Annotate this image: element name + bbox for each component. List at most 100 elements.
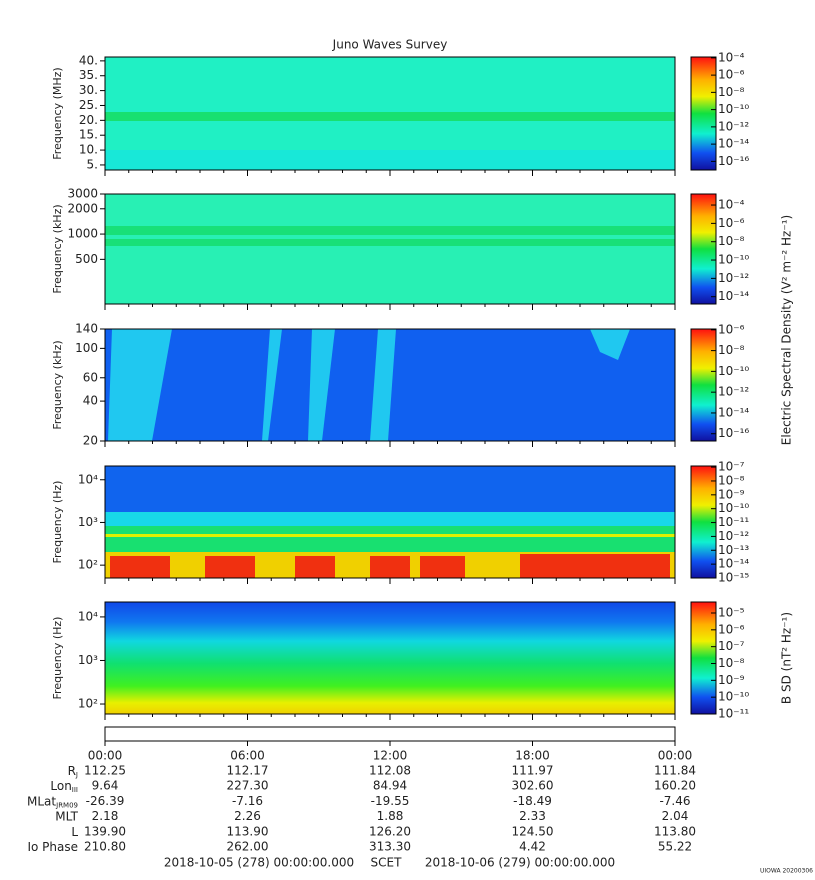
colorbar-tick-label: 10⁻⁶ [718, 216, 745, 230]
colorbar-tick-label: 10⁻¹² [718, 385, 749, 399]
row-value: 112.08 [369, 764, 411, 778]
y-tick-label: 100 [75, 341, 98, 355]
row-label: Io Phase [27, 840, 78, 854]
time-tick-label: 00:00 [88, 749, 123, 763]
row-label: RJ [68, 764, 78, 780]
row-value: -26.39 [86, 794, 125, 808]
row-value: 9.64 [92, 779, 119, 793]
y-axis-label: Frequency (kHz) [51, 340, 64, 429]
colorbar-tick-label: 10⁻¹⁰ [718, 364, 749, 378]
colorbar-tick-label: 10⁻⁸ [718, 85, 745, 99]
colorbar-label: B SD (nT² Hz⁻¹) [780, 612, 794, 704]
streaks [108, 329, 630, 441]
colorbar-tick-label: 10⁻¹⁶ [718, 154, 749, 168]
y-tick-label: 40. [79, 53, 98, 67]
colorbar [690, 56, 717, 171]
colorbar-tick-label: 10⁻¹⁰ [718, 690, 749, 704]
image [105, 112, 675, 121]
y-tick-label: 500 [75, 252, 98, 266]
colorbar-tick-label: 10⁻⁹ [718, 673, 745, 687]
image [105, 194, 675, 304]
row-value: 227.30 [227, 779, 269, 793]
row-value: 55.22 [658, 840, 692, 854]
y-tick-label: 10² [78, 697, 98, 711]
row-value: 112.17 [227, 764, 269, 778]
row-value: 113.90 [227, 824, 269, 838]
image [105, 602, 675, 714]
colorbar-tick-label: 10⁻⁹ [718, 487, 745, 501]
y-tick-label: 10⁴ [78, 472, 98, 486]
colorbar-tick-label: 10⁻¹¹ [718, 707, 749, 721]
row-label-text: R [68, 764, 76, 778]
row-label-sub: JRM09 [55, 801, 78, 809]
row-value: 2.04 [662, 809, 689, 823]
colorbar [690, 465, 717, 579]
y-axis-label: Frequency (Hz) [51, 481, 64, 564]
y-tick-label: 10. [79, 143, 98, 157]
y-tick-label: 20 [83, 434, 98, 448]
colorbar-tick-label: 10⁻⁴ [718, 50, 745, 64]
row-value: 124.50 [512, 824, 554, 838]
row-value: -18.49 [513, 794, 552, 808]
time-axis-box [104, 726, 676, 742]
row-label-sub: III [72, 786, 78, 794]
colorbar-tick-label: 10⁻¹³ [718, 543, 749, 557]
colorbar-tick-label: 10⁻⁷ [718, 460, 745, 474]
y-tick-label: 2000 [67, 201, 98, 215]
colorbar-tick-label: 10⁻¹⁵ [718, 571, 749, 585]
row-value: 112.25 [84, 764, 126, 778]
row-value: 1.88 [377, 809, 404, 823]
footer-end: 2018-10-06 (279) 00:00:00.000 [425, 856, 615, 870]
row-value: 111.97 [512, 764, 554, 778]
y-tick-label: 5. [87, 157, 98, 171]
colorbar-tick-label: 10⁻¹⁰ [718, 501, 749, 515]
colorbar-tick-label: 10⁻¹⁴ [718, 557, 749, 571]
row-label: L [71, 824, 78, 838]
y-tick-label: 140 [75, 322, 98, 336]
row-label-text: L [71, 824, 78, 838]
row-label-text: Lon [50, 779, 71, 793]
colorbar-tick-label: 10⁻¹⁴ [718, 289, 749, 303]
colorbar-label: Electric Spectral Density (V² m⁻² Hz⁻¹) [780, 215, 794, 445]
y-tick-label: 30. [79, 83, 98, 97]
colorbar-tick-label: 10⁻⁶ [718, 622, 745, 636]
image [105, 534, 675, 537]
y-tick-label: 60 [83, 370, 98, 384]
y-axis-label: Frequency (kHz) [51, 204, 64, 293]
colorbar [690, 193, 717, 305]
row-value: 2.33 [519, 809, 546, 823]
row-value: 2.18 [92, 809, 119, 823]
y-axis-label: Frequency (MHz) [51, 67, 64, 159]
row-value: 2.26 [234, 809, 261, 823]
row-value: 111.84 [654, 764, 696, 778]
image [105, 150, 675, 170]
colorbar-tick-label: 10⁻⁷ [718, 639, 745, 653]
colorbar-tick-label: 10⁻¹⁰ [718, 253, 749, 267]
row-label-text: MLat [27, 794, 56, 808]
y-tick-label: 10³ [78, 653, 98, 667]
colorbar-tick-label: 10⁻⁸ [718, 656, 745, 670]
y-tick-label: 10³ [78, 515, 98, 529]
row-value: 302.60 [512, 779, 554, 793]
y-tick-label: 10² [78, 558, 98, 572]
y-tick-label: 25. [79, 98, 98, 112]
row-value: -19.55 [371, 794, 410, 808]
colorbar-tick-label: 10⁻¹⁶ [718, 426, 749, 440]
red-blocks [110, 554, 670, 578]
spectrogram-images [105, 57, 675, 714]
colorbar-tick-label: 10⁻⁶ [718, 68, 745, 82]
row-value: 84.94 [373, 779, 407, 793]
colorbar-tick-label: 10⁻⁸ [718, 343, 745, 357]
row-value: -7.16 [232, 794, 263, 808]
y-tick-label: 15. [79, 128, 98, 142]
row-value: 262.00 [227, 840, 269, 854]
colorbar-tick-label: 10⁻¹⁴ [718, 405, 749, 419]
row-label-sub: J [75, 771, 78, 779]
y-tick-label: 20. [79, 113, 98, 127]
row-label: MLT [55, 809, 78, 823]
y-tick-label: 10⁴ [78, 609, 98, 623]
y-tick-label: 1000 [67, 227, 98, 241]
footer-stamp: UIOWA 20200306 [760, 868, 813, 875]
colorbar-tick-label: 10⁻¹² [718, 529, 749, 543]
time-tick-label: 06:00 [230, 749, 265, 763]
